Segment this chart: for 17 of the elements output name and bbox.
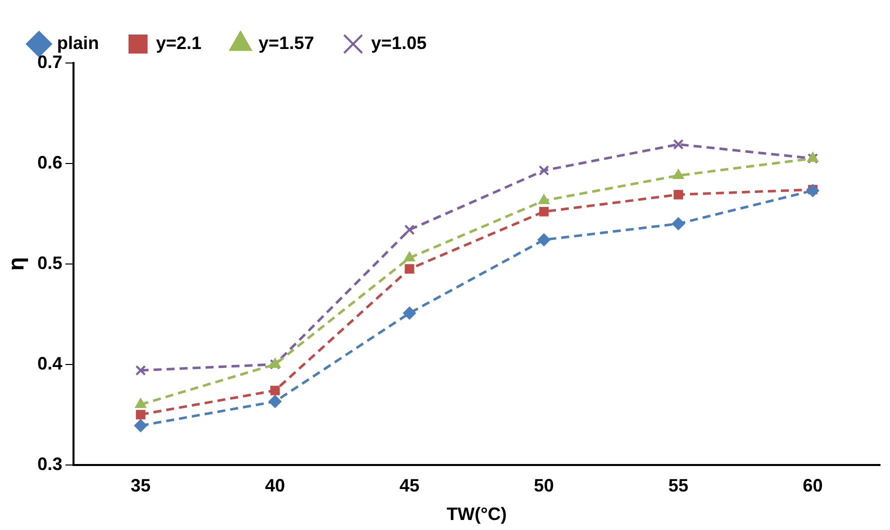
x-tick-label: 55	[668, 476, 688, 496]
x-tick-label: 35	[130, 476, 151, 496]
x-tick-label: 50	[534, 476, 554, 496]
x-tick-label: 45	[399, 476, 420, 496]
legend-label: y=2.1	[156, 32, 202, 53]
y-tick-label: 0.3	[37, 454, 62, 474]
y-tick-label: 0.6	[37, 152, 62, 172]
legend-label: y=1.57	[258, 32, 314, 53]
x-axis-title: TW(°C)	[446, 504, 507, 524]
y-tick-label: 0.4	[37, 353, 62, 374]
x-tick-label: 60	[802, 476, 823, 496]
y-tick-label: 0.7	[37, 52, 62, 72]
x-tick-label: 40	[265, 476, 286, 496]
y-tick-label: 0.5	[37, 252, 62, 273]
legend-label: plain	[57, 32, 100, 53]
y-axis-title: η	[3, 257, 28, 271]
legend-label: y=1.05	[371, 32, 427, 53]
